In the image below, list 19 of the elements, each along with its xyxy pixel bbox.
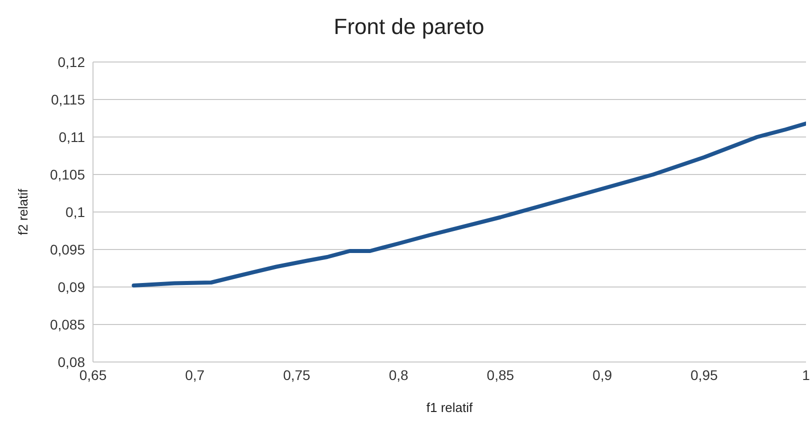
x-tick-label: 0,95: [690, 366, 718, 383]
y-tick-label: 0,115: [51, 91, 86, 108]
x-tick-label: 0,85: [486, 366, 514, 383]
y-tick-label: 0,12: [58, 54, 86, 70]
x-tick-label: 1: [802, 366, 810, 383]
chart-title: Front de pareto: [332, 14, 486, 40]
x-tick-label: 0,8: [388, 366, 409, 383]
y-tick-label: 0,11: [58, 128, 86, 145]
y-axis-title: f2 relatif: [16, 188, 31, 236]
line-series: [132, 122, 806, 288]
x-tick-label: 0,75: [283, 366, 311, 383]
y-tick-label: 0,1: [66, 204, 86, 220]
x-tick-label: 0,7: [185, 366, 205, 383]
y-tick-label: 0,085: [50, 316, 86, 332]
y-tick-label: 0,095: [50, 241, 86, 258]
x-axis-title: f1 relatif: [426, 400, 474, 415]
y-tick-label: 0,105: [50, 166, 86, 182]
x-tick-label: 0,9: [592, 366, 612, 383]
y-tick-label: 0,09: [58, 278, 86, 295]
